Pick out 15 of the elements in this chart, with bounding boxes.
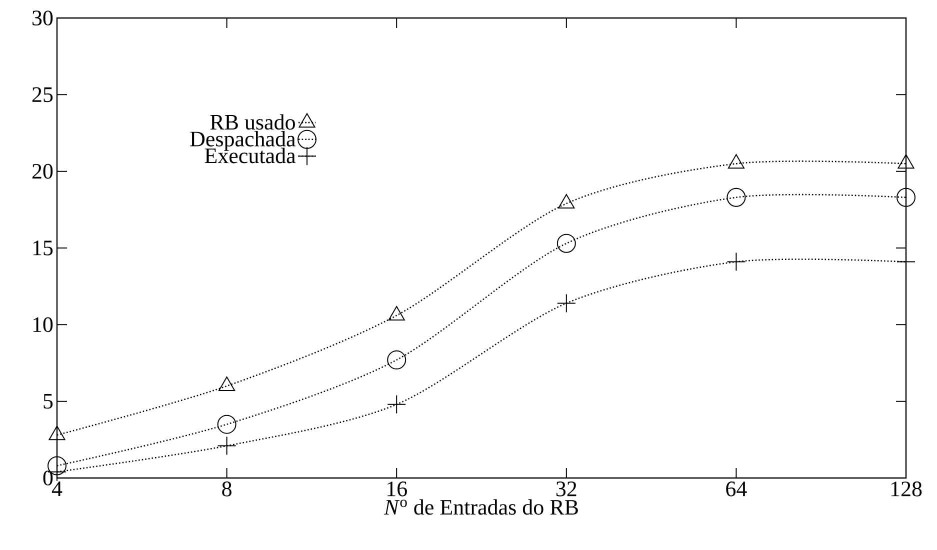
x-tick-label: 128 [891,482,922,496]
y-tick-label: 5 [44,394,53,409]
y-tick-label: 0 [43,470,53,486]
legend-label: RB usado [210,114,295,130]
x-tick-label: 16 [388,482,407,496]
x-tick-label: 4 [52,482,62,496]
y-tick-label: 20 [32,164,53,179]
y-tick-label: 25 [32,87,53,102]
x-tick-label: 32 [556,482,576,496]
y-tick-label: 15 [33,240,53,256]
y-tick-label: 10 [33,317,53,332]
x-axis-title: N$^{o}$ de Entradas do RB [384,499,578,515]
x-tick-label: 64 [726,482,747,496]
y-tick-label: 30 [32,10,53,26]
x-tick-label: 8 [222,482,232,496]
